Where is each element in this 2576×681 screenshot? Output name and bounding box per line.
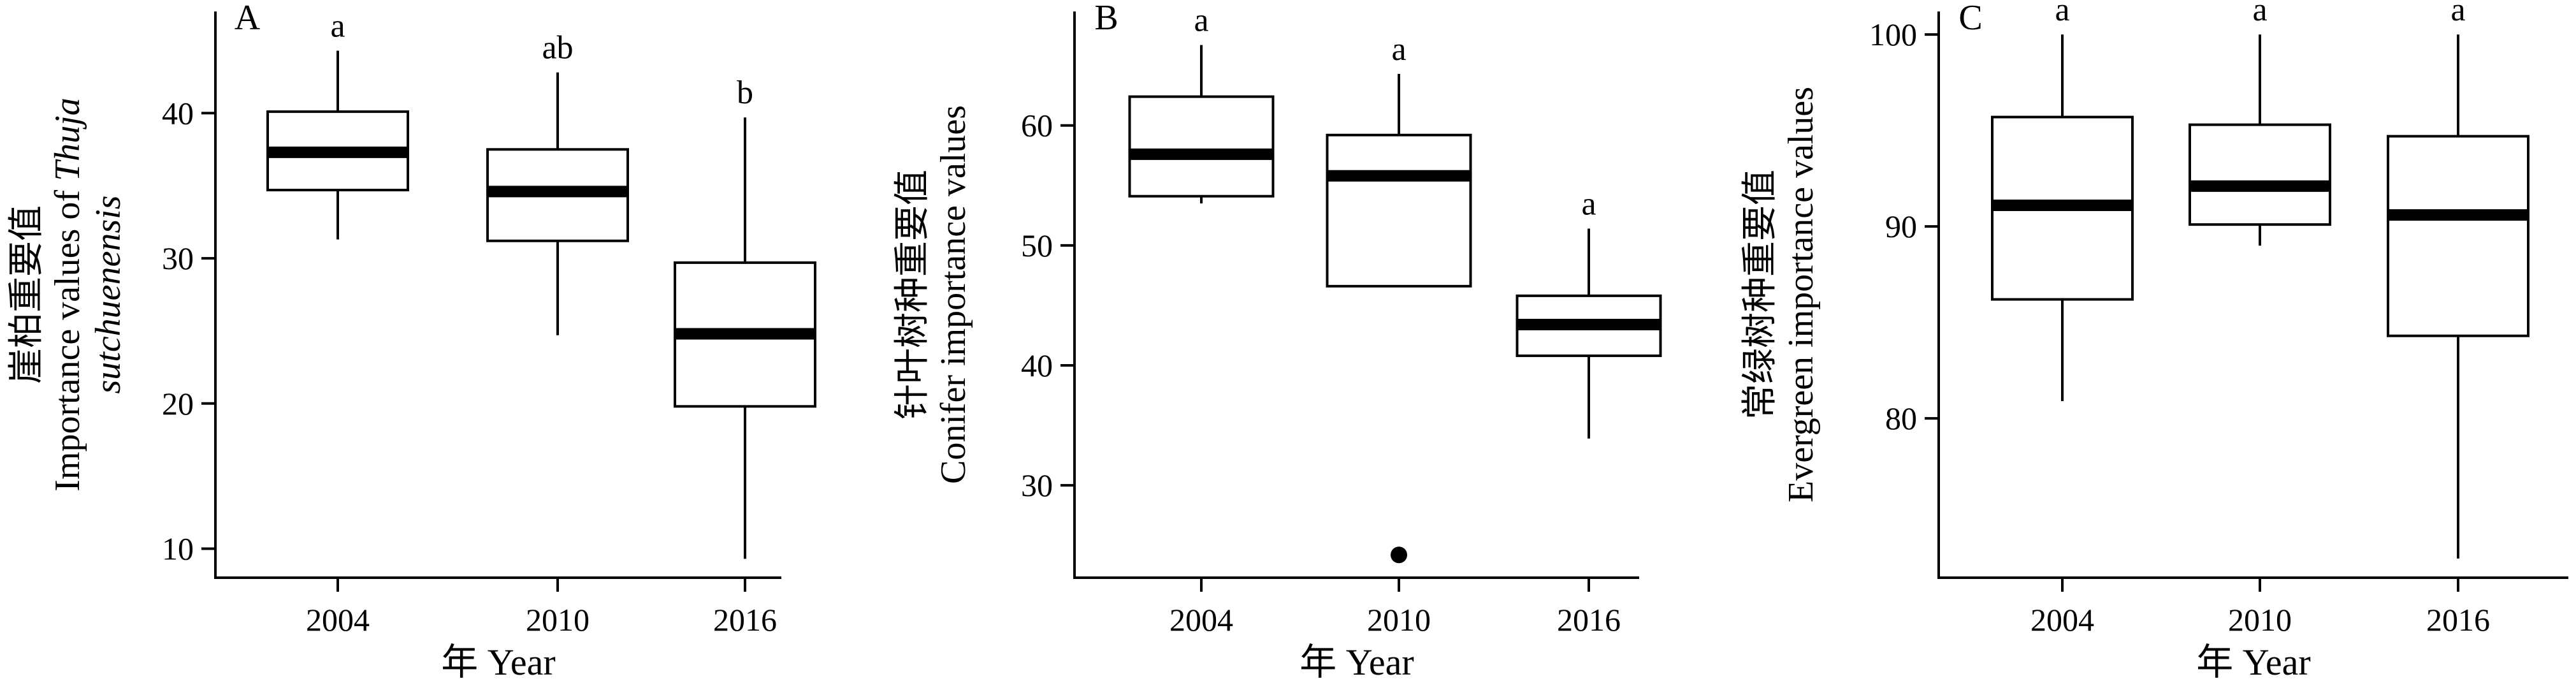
axis-lines [1073, 11, 1639, 579]
panel-label: A [235, 0, 261, 38]
y-axis-title-cn: 针叶树种重要值 [893, 170, 932, 420]
x-tick-label: 2016 [1557, 602, 1621, 638]
x-tick-label: 2016 [713, 602, 777, 638]
panel-label: B [1094, 0, 1118, 38]
significance-letter: a [2450, 0, 2465, 28]
box-iqr [2189, 123, 2331, 226]
y-tick-label: 40 [162, 95, 194, 131]
significance-letter: a [1194, 3, 1208, 39]
x-axis-title: 年 Year [2196, 641, 2310, 681]
significance-letter: a [330, 8, 345, 44]
y-tick-label: 80 [1885, 400, 1917, 436]
axis-lines [1937, 11, 2568, 579]
x-axis-title: 年 Year [441, 641, 555, 681]
outlier-point [1391, 546, 1407, 564]
y-tick-label: 50 [1021, 228, 1053, 263]
x-tick-label: 2004 [2030, 602, 2094, 638]
y-tick-label: 100 [1869, 17, 1917, 52]
panel-b-chart: 30 40 50 60 2004 2010 2016 年 Year B 针叶树种重要值Conife… [893, 0, 1662, 681]
x-tick-label: 2004 [1169, 602, 1233, 638]
y-axis-title-en: Conifer importance values [934, 105, 973, 484]
panel-label: C [1958, 0, 1982, 38]
y-tick-label: 20 [162, 386, 194, 421]
axis-lines [214, 11, 781, 579]
y-tick-label: 40 [1021, 348, 1053, 383]
y-tick-label: 10 [162, 531, 194, 566]
significance-letter: a [2252, 0, 2267, 28]
x-tick-label: 2004 [306, 602, 370, 638]
box-iqr [1326, 133, 1472, 288]
y-tick-label: 60 [1021, 108, 1053, 143]
box-iqr [2387, 135, 2529, 337]
panel-a-chart: 10 20 30 40 2004 2010 2016 年 Year A 崖柏重要值Importan… [7, 0, 816, 681]
box-iqr [1128, 95, 1275, 198]
y-axis-title-species-2: sutchuenensis [89, 195, 128, 393]
y-axis-title: 崖柏重要值Importance values of Thujasutchuenen… [7, 98, 128, 491]
significance-letter: a [1581, 186, 1596, 223]
y-axis-title-en: Importance values of [48, 190, 87, 492]
significance-letter: b [737, 75, 753, 111]
x-tick-label: 2010 [1367, 602, 1431, 638]
significance-letter: ab [542, 30, 573, 66]
significance-letter: a [1391, 31, 1406, 68]
y-axis-title-cn: 常绿树种重要值 [1740, 170, 1780, 420]
y-axis-title: 针叶树种重要值Conifer importance values [893, 105, 973, 484]
x-tick-label: 2010 [2228, 602, 2292, 638]
y-axis-title-species: Thuja [48, 98, 87, 181]
significance-letter: a [2055, 0, 2069, 28]
y-tick-label: 30 [162, 240, 194, 276]
x-tick-label: 2010 [526, 602, 590, 638]
y-tick-label: 30 [1021, 467, 1053, 503]
panel-c-chart: 80 90 100 2004 2010 2016 年 Year C 常绿树种重要值Evergre… [1740, 0, 2568, 681]
x-tick-label: 2016 [2426, 602, 2490, 638]
y-axis-title: 常绿树种重要值Evergreen importance values [1740, 87, 1821, 502]
y-axis-title-en: Evergreen importance values [1781, 87, 1821, 502]
y-tick-label: 90 [1885, 209, 1917, 244]
x-axis-title: 年 Year [1299, 641, 1414, 681]
y-axis-title-cn: 崖柏重要值 [7, 205, 47, 384]
